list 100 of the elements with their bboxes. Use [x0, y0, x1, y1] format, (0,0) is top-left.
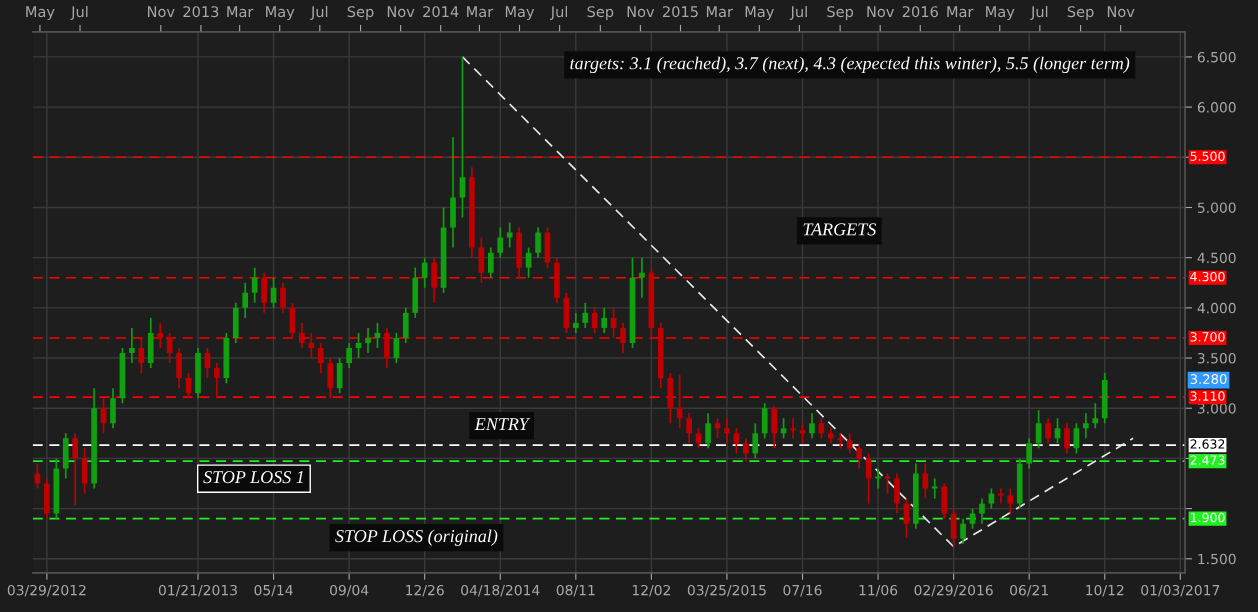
- candlestick: [1007, 487, 1014, 515]
- x2-tick-label: Jul: [70, 5, 88, 20]
- ref-line-label: 3.110: [1190, 391, 1225, 401]
- candlestick: [1083, 412, 1089, 440]
- x-tick-label: 09/04: [330, 584, 369, 597]
- x2-tick-label: Jul: [310, 5, 328, 20]
- x2-tick-label: May: [26, 6, 55, 21]
- x-tick-label: 04/18/2014: [461, 584, 540, 597]
- candlestick: [365, 327, 371, 354]
- candlestick: [214, 362, 220, 400]
- x2-tick-label: May: [266, 6, 295, 21]
- candlestick: [34, 462, 41, 490]
- x2-tick-label: Mar: [227, 6, 254, 18]
- text: 3.280: [1190, 374, 1227, 385]
- candlestick: [884, 472, 891, 495]
- x-tick-label: 05/14: [254, 584, 293, 597]
- x2-tick-label: Nov: [867, 6, 894, 18]
- candlestick: [790, 417, 796, 440]
- x-tick-label: 12/26: [406, 584, 444, 597]
- annotation: STOP LOSS 1: [203, 471, 303, 484]
- candlestick: [535, 226, 541, 259]
- candlestick: [837, 432, 844, 450]
- annotation: targets: 3.1 (reached), 3.7 (next), 4.3 (expected this winter), 5.5 (longer term): [570, 56, 1130, 74]
- candlestick: [299, 322, 305, 349]
- x2-tick-label: Mar: [467, 6, 494, 18]
- candlestick: [676, 374, 683, 430]
- x-tick-label: 02/29/2016: [914, 584, 993, 597]
- x2-tick-label: Nov: [1107, 6, 1135, 18]
- x2-tick-label: Nov: [148, 6, 175, 18]
- x2-tick-label: Mar: [706, 6, 733, 18]
- candlestick: [686, 412, 692, 445]
- candlestick: [346, 342, 352, 369]
- x2-tick-label: 2013: [183, 6, 219, 18]
- x2-tick-label: Nov: [387, 6, 415, 18]
- candlestick: [752, 422, 759, 460]
- candlestick: [487, 246, 494, 279]
- candlestick: [1064, 422, 1070, 455]
- x2-tick-label: Jul: [1030, 5, 1048, 20]
- y-tick-label: 3.500: [1197, 353, 1236, 364]
- x2-tick-label: Sep: [587, 6, 614, 21]
- candlestick: [922, 462, 929, 500]
- x2-tick-label: May: [505, 6, 535, 21]
- x2-tick-label: May: [986, 6, 1015, 21]
- y-tick-label: 4.500: [1197, 252, 1236, 264]
- y-tick-label: 4.000: [1197, 302, 1236, 314]
- ref-line-label: 5.500: [1190, 151, 1225, 161]
- ref-line-label: 2.473: [1190, 455, 1225, 465]
- candlestick: [639, 256, 645, 299]
- x2-tick-label: Jul: [550, 5, 568, 20]
- ref-line-label: 1.900: [1191, 512, 1225, 523]
- candlestick: [856, 442, 863, 470]
- x-tick-label: 10/12: [1086, 584, 1124, 597]
- candlestick: [138, 337, 145, 374]
- x2-tick-label: 2014: [423, 6, 459, 18]
- candlestick: [743, 437, 749, 463]
- candlestick: [591, 307, 598, 334]
- x2-tick-label: May: [745, 6, 774, 21]
- y-tick-label: 6.000: [1197, 102, 1236, 113]
- candlestick: [157, 322, 164, 349]
- candlestick: [317, 342, 324, 374]
- candlestick: [846, 432, 853, 455]
- y-tick-label: 1.500: [1198, 553, 1236, 565]
- x2-tick-label: Sep: [1067, 6, 1094, 21]
- x2-tick-label: Sep: [827, 6, 854, 21]
- candlestick: [620, 322, 626, 354]
- x2-tick-label: Nov: [627, 6, 655, 18]
- x-tick-label: 08/11: [556, 584, 595, 597]
- candlestick: [601, 307, 607, 334]
- annotation: TARGETS: [803, 223, 876, 236]
- x-tick-label: 01/21/2013: [158, 584, 237, 597]
- candlestick: [875, 467, 881, 490]
- candlestick: [998, 487, 1004, 505]
- candlestick: [421, 256, 428, 289]
- x-tick-label: 07/16: [783, 584, 822, 597]
- candlestick: [582, 301, 589, 329]
- candlestick: [809, 412, 815, 440]
- candlestick: [72, 432, 79, 507]
- annotation: ENTRY: [474, 418, 531, 431]
- candlestick: [251, 266, 258, 304]
- candlestick: [724, 417, 730, 445]
- candlestick: [572, 312, 579, 334]
- x-tick-label: 12/02: [632, 584, 670, 597]
- y-tick-label: 5.000: [1197, 202, 1236, 213]
- candlestick: [705, 412, 711, 450]
- candlestick: [242, 281, 249, 319]
- x2-tick-label: Mar: [947, 6, 974, 18]
- candlestick: [1092, 402, 1099, 430]
- x-tick-label: 03/29/2012: [7, 584, 86, 597]
- ref-line-label: 4.300: [1190, 271, 1225, 282]
- y-tick-label: 6.500: [1197, 51, 1236, 63]
- candlestick: [1026, 437, 1033, 470]
- candlestick: [1045, 417, 1051, 445]
- x2-tick-label: 2016: [902, 6, 938, 18]
- candlestick: [129, 327, 135, 364]
- x-tick-label: 06/21: [1010, 584, 1048, 597]
- annotation: STOP LOSS (original): [335, 529, 498, 546]
- candlestick: [979, 497, 985, 525]
- candlestick: [506, 221, 513, 249]
- candlestick: [960, 517, 966, 545]
- x-tick-label: 11/06: [859, 584, 898, 597]
